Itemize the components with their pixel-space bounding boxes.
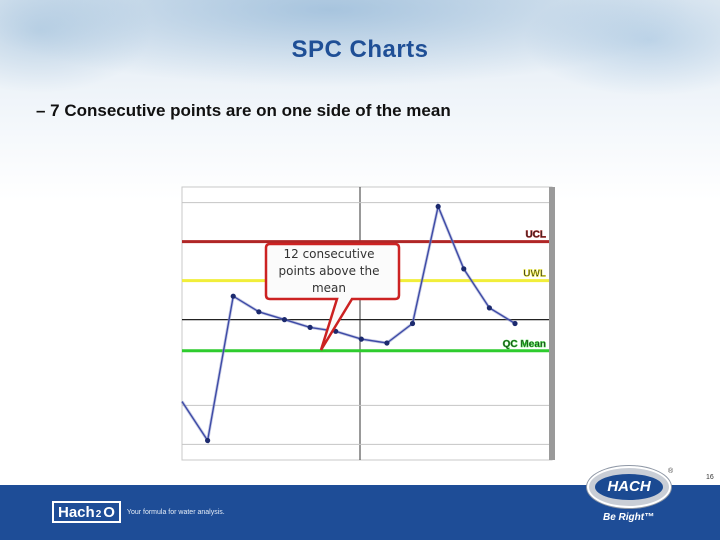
slogan: Be Right™ [603, 512, 655, 523]
data-point [256, 309, 262, 315]
series-line [181, 204, 516, 443]
uwl-label: UWL [523, 269, 546, 280]
callout-line-3: mean [311, 281, 347, 295]
data-point [205, 437, 211, 444]
data-point [230, 293, 236, 299]
data-point [281, 317, 288, 323]
data-point [358, 336, 364, 342]
footer-tagline: Your formula for water analysis. [126, 508, 225, 516]
qc-mean-label: QC Mean [503, 339, 546, 350]
slide-bullet: – 7 Consecutive points are on one side o… [36, 101, 451, 120]
callout-text: 12 consecutive points above the mean [272, 246, 386, 297]
data-point [384, 340, 390, 346]
page-number: 16 [706, 474, 714, 481]
callout-bubble [264, 242, 401, 351]
callout-shape [264, 242, 401, 351]
callout-line-2: points above the [278, 264, 380, 278]
data-point [486, 305, 492, 311]
hach2o-subscript: 2 [95, 509, 102, 520]
data-point [461, 266, 467, 272]
registered-mark: ® [668, 468, 674, 475]
hach2o-hach: Hach [58, 503, 95, 521]
hach2o-logo: Hach 2 O Your formula for water analysis… [52, 501, 225, 523]
callout-line-1: 12 consecutive [283, 247, 375, 261]
data-point [435, 203, 441, 210]
data-point [409, 320, 416, 327]
hach-logo-text: HACH [595, 474, 663, 500]
hach2o-wordmark: Hach 2 O [52, 501, 121, 523]
ucl-label: UCL [525, 230, 546, 241]
chart-shadow [549, 187, 555, 460]
slide-title: SPC Charts [291, 36, 429, 63]
hach2o-o: O [103, 503, 115, 521]
hach-logo: HACH [587, 466, 671, 508]
data-point [307, 324, 313, 330]
chart-plot-area [181, 186, 553, 461]
data-point [512, 320, 518, 327]
